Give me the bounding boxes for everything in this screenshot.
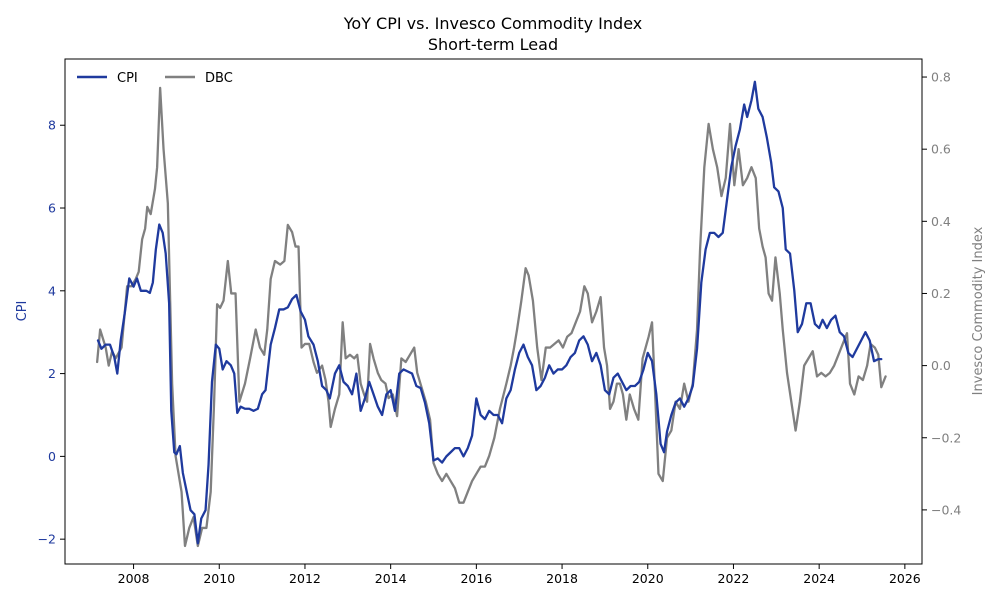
y-axis-right: −0.4 −0.2 0.0 0.2 0.4 0.6 0.8 — [922, 70, 961, 517]
y2-tick-label: 0.6 — [931, 142, 951, 157]
y-tick-label: 4 — [48, 283, 56, 298]
series-line-cpi — [96, 80, 883, 545]
y-tick-label: 2 — [48, 366, 56, 381]
x-tick-label: 2022 — [718, 571, 750, 586]
y-tick-label: 8 — [48, 118, 56, 133]
y-axis-left: −2 0 2 4 6 8 — [38, 118, 65, 547]
x-tick-label: 2012 — [289, 571, 321, 586]
plot-frame — [64, 58, 923, 565]
y2-tick-label: 0.0 — [931, 358, 951, 373]
x-tick-label: 2024 — [803, 571, 835, 586]
y2-tick-label: −0.2 — [931, 430, 961, 445]
x-tick-label: 2010 — [203, 571, 235, 586]
legend: CPI DBC — [77, 71, 233, 86]
x-tick-label: 2020 — [632, 571, 664, 586]
x-tick-label: 2026 — [889, 571, 921, 586]
x-tick-label: 2016 — [460, 571, 492, 586]
y-tick-label: −2 — [38, 532, 56, 547]
y-tick-label: 0 — [48, 449, 56, 464]
x-axis: 2008 2010 2012 2014 2016 2018 2020 2022 2024 2026 — [118, 564, 921, 586]
chart-subtitle: Short-term Lead — [428, 35, 558, 54]
x-tick-label: 2018 — [546, 571, 578, 586]
y2-axis-label: Invesco Commodity Index — [971, 226, 986, 395]
x-tick-label: 2014 — [375, 571, 407, 586]
x-tick-label: 2008 — [118, 571, 150, 586]
legend-label-dbc: DBC — [205, 71, 233, 86]
legend-label-cpi: CPI — [117, 71, 138, 86]
series-layer — [95, 80, 887, 548]
y2-tick-label: 0.4 — [931, 214, 951, 229]
series-line-dbc — [95, 86, 887, 548]
chart-title: YoY CPI vs. Invesco Commodity Index — [343, 14, 642, 33]
y2-tick-label: 0.8 — [931, 70, 951, 85]
y-axis-label: CPI — [15, 301, 30, 322]
y2-tick-label: 0.2 — [931, 286, 951, 301]
y2-tick-label: −0.4 — [931, 502, 961, 517]
y-tick-label: 6 — [48, 201, 56, 216]
